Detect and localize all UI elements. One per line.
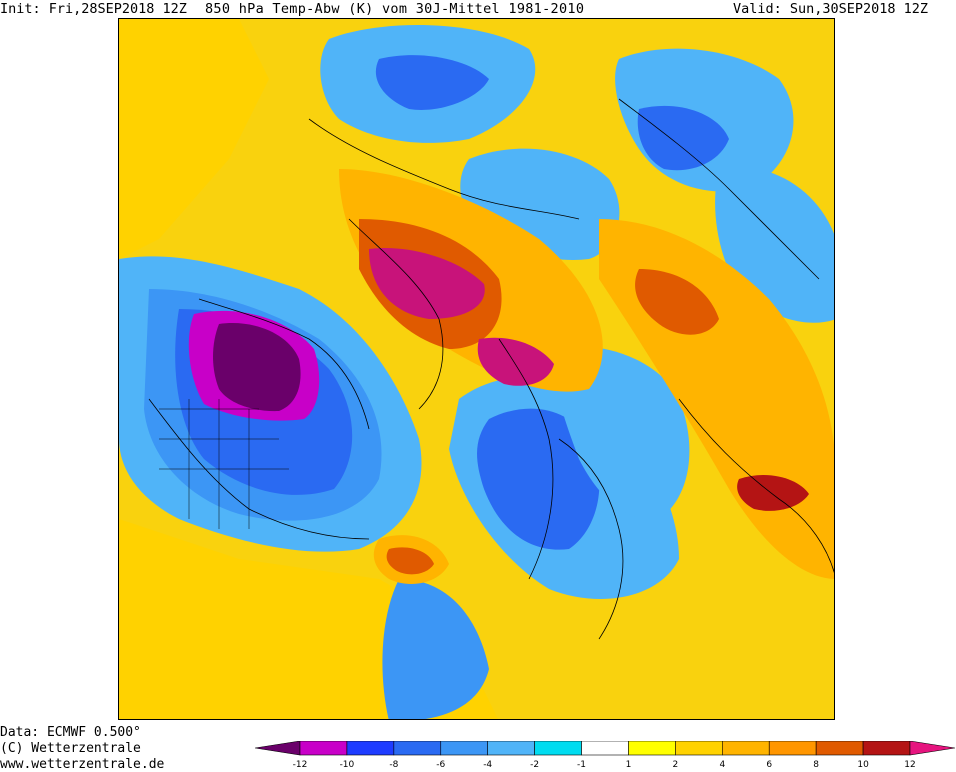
valid-time-label: Valid: Sun,30SEP2018 12Z: [733, 1, 929, 17]
legend-swatch: [815, 741, 864, 756]
legend-tick-label: -8: [389, 760, 398, 770]
temperature-anomaly-map: [118, 18, 835, 720]
warm-region-west: [119, 19, 269, 259]
legend-tick-label: 4: [719, 760, 725, 770]
legend-swatch: [909, 741, 955, 756]
hot-core-siberia-south: [477, 337, 554, 386]
legend-swatch: [299, 741, 348, 756]
website-link[interactable]: www.wetterzentrale.de: [0, 757, 165, 772]
legend-tick-label: 1: [626, 760, 632, 770]
copyright-label: (C) Wetterzentrale: [0, 741, 141, 756]
legend-swatches: [255, 741, 955, 756]
legend-tick-label: -12: [293, 760, 308, 770]
legend-swatch: [393, 741, 442, 756]
legend-swatch: [628, 741, 676, 756]
legend-tick-label: -6: [436, 760, 445, 770]
state-borders: [159, 399, 289, 529]
legend-swatch: [440, 741, 488, 756]
data-source-label: Data: ECMWF 0.500°: [0, 725, 141, 740]
map-canvas: [119, 19, 834, 719]
legend-tick-label: -2: [530, 760, 539, 770]
legend-tick-label: 8: [813, 760, 819, 770]
hot-core-middle-east: [737, 474, 809, 511]
legend-swatch: [487, 741, 535, 756]
legend-tick-label: 6: [766, 760, 772, 770]
legend-swatch: [675, 741, 723, 756]
legend-swatch: [346, 741, 395, 756]
warm-core-central-asia: [635, 269, 719, 335]
legend-tick-label: -1: [577, 760, 586, 770]
init-time-label: Init: Fri,28SEP2018 12Z: [0, 1, 187, 17]
warm-core-north-atlantic: [386, 547, 434, 575]
cold-region-scandinavia: [382, 579, 489, 719]
legend-tick-label: 10: [857, 760, 869, 770]
legend-swatch: [534, 741, 582, 756]
legend-tick-label: 12: [904, 760, 915, 770]
map-title: 850 hPa Temp-Abw (K) vom 30J-Mittel 1981…: [205, 1, 585, 17]
legend-swatch: [862, 741, 911, 756]
cold-region-europe: [555, 346, 690, 520]
extreme-cold-core: [213, 323, 301, 412]
legend-tick-label: 2: [673, 760, 679, 770]
legend-tick-label: -10: [340, 760, 355, 770]
color-legend: -12 -10 -8 -6 -4 -2 -1 1 2 4 6 8 10 12: [255, 741, 955, 770]
coastlines: [148, 98, 834, 640]
legend-swatch: [722, 741, 770, 756]
legend-swatch: [255, 741, 301, 756]
cold-core-siberia-ne: [637, 105, 729, 171]
cold-core-north-pacific: [375, 55, 489, 110]
legend-swatch: [768, 741, 817, 756]
legend-tick-label: -4: [483, 760, 492, 770]
legend-tick-labels: -12 -10 -8 -6 -4 -2 -1 1 2 4 6 8 10 12: [293, 760, 916, 770]
legend-swatch: [581, 741, 629, 756]
cold-core-atlantic: [477, 408, 600, 550]
